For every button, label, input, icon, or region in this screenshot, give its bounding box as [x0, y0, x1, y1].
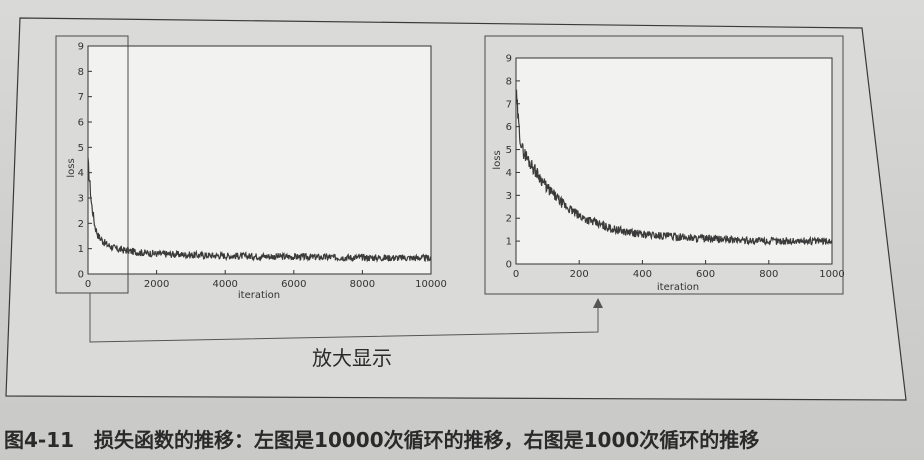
zoom-arrow-head [593, 298, 603, 308]
y-tick-label: 3 [78, 194, 84, 205]
y-label-right: loss [492, 150, 503, 169]
y-tick-label: 2 [506, 214, 512, 225]
y-tick-label: 4 [506, 168, 512, 179]
x-tick-label: 4000 [212, 279, 237, 290]
y-tick-label: 5 [78, 143, 84, 154]
y-tick-label: 8 [78, 67, 84, 78]
x-tick-label: 2000 [144, 279, 169, 290]
x-tick-label: 400 [633, 269, 652, 280]
x-tick-label: 6000 [281, 279, 306, 290]
y-tick-label: 9 [78, 42, 84, 53]
y-tick-label: 7 [78, 92, 84, 103]
y-tick-label: 3 [506, 191, 512, 202]
x-tick-label: 0 [513, 269, 519, 280]
y-tick-label: 1 [506, 237, 512, 248]
y-axis-left: 0 1 2 3 4 5 6 7 8 9 [78, 42, 92, 281]
x-axis-left: 0 2000 4000 6000 8000 10000 [85, 270, 447, 290]
x-label-left: iteration [238, 290, 280, 301]
plot-area-left [87, 45, 432, 275]
x-tick-label: 10000 [415, 279, 447, 290]
y-tick-label: 1 [78, 244, 84, 255]
y-tick-label: 7 [506, 99, 512, 110]
loss-line-left [87, 157, 432, 263]
y-tick-label: 0 [506, 260, 512, 271]
x-axis-right: 0 200 400 600 800 1000 [513, 260, 845, 280]
y-tick-label: 9 [506, 54, 512, 65]
x-tick-label: 200 [570, 269, 589, 280]
chart-zoomed-training: 0 1 2 3 4 5 6 7 8 9 0 200 400 600 800 1000 loss iterat… [492, 54, 845, 294]
figure-caption: 图4-11 损失函数的推移：左图是10000次循环的推移，右图是1000次循环的… [4, 428, 760, 452]
y-tick-label: 8 [506, 76, 512, 87]
chart-full-training: 0 1 2 3 4 5 6 7 8 9 0 2000 4000 6000 8000 10000 loss i… [66, 42, 447, 302]
x-tick-label: 800 [759, 269, 778, 280]
plot-area-right [515, 57, 833, 265]
y-tick-label: 2 [78, 219, 84, 230]
zoom-label: 放大显示 [312, 346, 392, 370]
x-tick-label: 1000 [819, 269, 844, 280]
y-label-left: loss [66, 158, 77, 177]
y-tick-label: 5 [506, 145, 512, 156]
y-tick-label: 6 [78, 118, 84, 129]
x-label-right: iteration [657, 282, 699, 293]
zoomed-chart-box [484, 35, 844, 295]
x-tick-label: 600 [696, 269, 715, 280]
zoom-connector-line [89, 293, 599, 343]
y-tick-label: 6 [506, 122, 512, 133]
zoom-highlight-box [55, 35, 129, 294]
y-tick-label: 4 [78, 168, 84, 179]
y-tick-label: 0 [78, 270, 84, 281]
loss-line-right [515, 89, 833, 246]
x-tick-label: 8000 [350, 279, 375, 290]
y-axis-right: 0 1 2 3 4 5 6 7 8 9 [506, 54, 520, 271]
x-tick-label: 0 [85, 279, 91, 290]
